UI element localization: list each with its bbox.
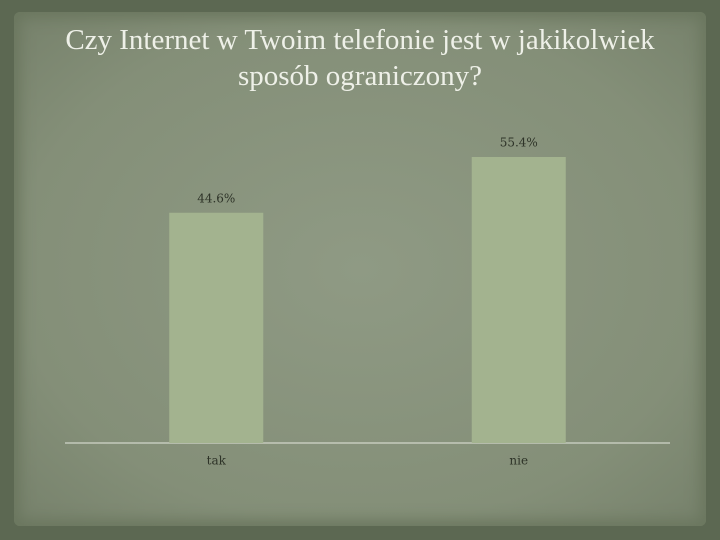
- x-tick-label: nie: [509, 454, 528, 468]
- x-tick-label: tak: [207, 454, 227, 468]
- value-label: 55.4%: [500, 136, 538, 150]
- value-label: 44.6%: [197, 191, 235, 205]
- slide-panel: [14, 12, 706, 526]
- bar: [471, 157, 566, 443]
- chart-title: Czy Internet w Twoim telefonie jest w ja…: [65, 24, 655, 92]
- bar: [169, 212, 264, 443]
